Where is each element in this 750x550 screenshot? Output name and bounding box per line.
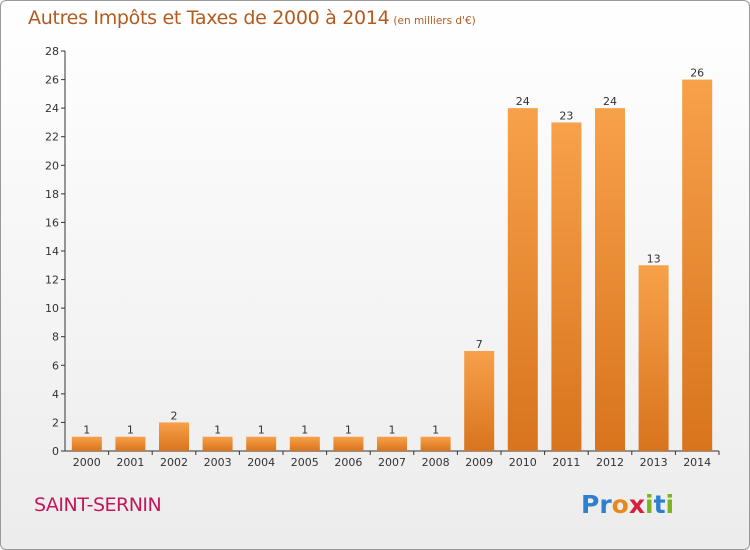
x-tick-label: 2004 <box>247 456 275 469</box>
chart-value-labels: 1 1 2 1 1 1 1 1 1 7 24 23 24 13 26 <box>83 67 704 437</box>
bar-2009 <box>464 351 495 451</box>
value-label-2003: 1 <box>214 424 221 437</box>
bar-2012 <box>595 108 625 452</box>
chart-title-main: Autres Impôts et Taxes de 2000 à 2014 <box>28 7 390 29</box>
x-tick-label: 2007 <box>378 456 406 469</box>
bar-2008 <box>420 436 451 451</box>
y-tick-label: 12 <box>45 274 59 287</box>
value-label-2007: 1 <box>389 424 396 437</box>
bar-2005 <box>289 436 320 451</box>
x-tick-label: 2005 <box>291 456 319 469</box>
x-tick-label: 2010 <box>509 456 537 469</box>
bar-2010 <box>507 108 538 452</box>
x-tick-label: 2003 <box>204 456 232 469</box>
value-label-2014: 26 <box>690 67 704 80</box>
y-tick-label: 14 <box>45 245 59 258</box>
x-tick-label: 2002 <box>160 456 188 469</box>
x-tick-label: 2013 <box>640 456 668 469</box>
value-label-2001: 1 <box>127 424 134 437</box>
bar-2013 <box>638 265 669 451</box>
value-label-2004: 1 <box>258 424 265 437</box>
logo-letter: r <box>599 490 612 519</box>
bar-2000 <box>71 436 102 451</box>
logo-letter: x <box>628 490 645 519</box>
value-label-2012: 24 <box>603 95 617 108</box>
chart-title: Autres Impôts et Taxes de 2000 à 2014 (en… <box>28 7 476 29</box>
value-label-2009: 7 <box>476 338 483 351</box>
y-tick-label: 4 <box>52 388 59 401</box>
value-label-2011: 23 <box>559 109 573 122</box>
proxiti-logo: Proxiti <box>581 490 674 519</box>
y-tick-label: 20 <box>45 159 59 172</box>
x-tick-label: 2001 <box>116 456 144 469</box>
bar-2011 <box>551 122 582 451</box>
bar-2004 <box>246 436 277 451</box>
value-label-2008: 1 <box>432 424 439 437</box>
x-tick-label: 2011 <box>552 456 580 469</box>
y-tick-label: 24 <box>45 102 59 115</box>
y-tick-label: 8 <box>52 331 59 344</box>
bar-2006 <box>333 436 364 451</box>
x-tick-label: 2000 <box>73 456 101 469</box>
logo-letter: i <box>645 490 654 519</box>
x-tick-label: 2009 <box>465 456 493 469</box>
value-label-2010: 24 <box>516 95 530 108</box>
logo-letter: t <box>653 490 666 519</box>
value-label-2006: 1 <box>345 424 352 437</box>
y-tick-label: 22 <box>45 131 59 144</box>
bar-2001 <box>115 436 146 451</box>
x-tick-label: 2014 <box>683 456 711 469</box>
bar-2014 <box>682 79 713 452</box>
value-label-2000: 1 <box>83 424 90 437</box>
y-tick-label: 0 <box>52 445 59 458</box>
value-label-2013: 13 <box>647 252 661 265</box>
bar-2003 <box>202 436 233 451</box>
y-tick-label: 2 <box>52 416 59 429</box>
bar-2007 <box>377 436 407 451</box>
x-tick-label: 2008 <box>422 456 450 469</box>
logo-letter: o <box>611 490 629 519</box>
y-tick-label: 10 <box>45 302 59 315</box>
y-tick-label: 6 <box>52 359 59 372</box>
bar-2002 <box>159 422 189 451</box>
chart-title-unit: (en milliers d'€) <box>393 15 476 27</box>
value-label-2005: 1 <box>301 424 308 437</box>
y-tick-label: 28 <box>45 45 59 58</box>
value-label-2002: 2 <box>171 409 178 422</box>
y-tick-label: 26 <box>45 74 59 87</box>
x-tick-label: 2006 <box>334 456 362 469</box>
commune-name: SAINT-SERNIN <box>34 494 162 516</box>
chart-bars <box>71 79 713 452</box>
y-tick-label: 16 <box>45 216 59 229</box>
logo-letter: P <box>581 490 600 519</box>
y-tick-label: 18 <box>45 188 59 201</box>
logo-letter: i <box>665 490 675 519</box>
x-tick-label: 2012 <box>596 456 624 469</box>
